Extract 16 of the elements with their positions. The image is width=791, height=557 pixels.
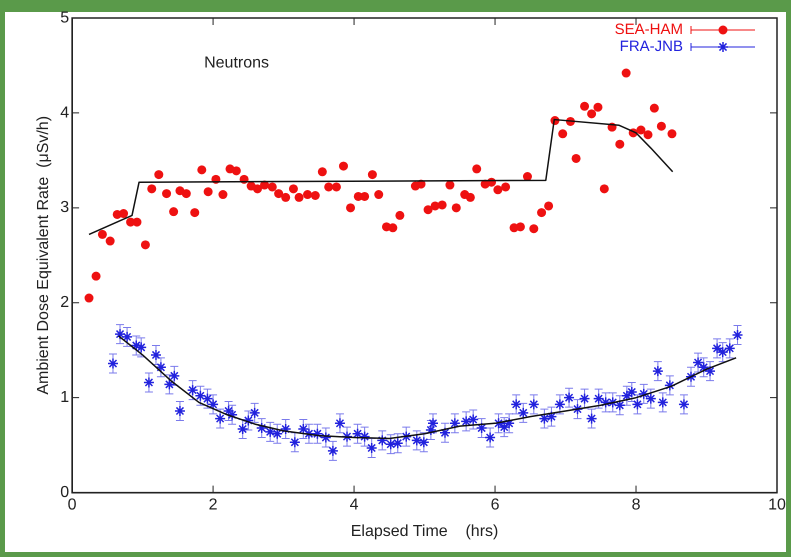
legend-label: FRA-JNB (620, 38, 683, 56)
x-axis-title: Elapsed Time (hrs) (350, 522, 498, 540)
y-axis-title: Ambient Dose Equivalent Rate (μSv/h) (35, 116, 52, 395)
x-tick-label: 10 (768, 496, 786, 514)
y-tick-label: 3 (60, 199, 70, 216)
y-tick-label: 5 (60, 9, 70, 26)
y-tick-label: 0 (60, 484, 70, 502)
x-tick-label: 2 (208, 496, 218, 514)
legend-label: SEA-HAM (614, 21, 683, 38)
x-tick-label: 6 (490, 496, 500, 514)
x-tick-label: 4 (350, 496, 359, 514)
y-tick-label: 2 (60, 294, 70, 312)
y-tick-label: 1 (60, 389, 70, 406)
x-tick-label: 8 (632, 496, 641, 514)
annotation: Neutrons (204, 54, 270, 72)
y-tick-label: 4 (60, 104, 70, 122)
